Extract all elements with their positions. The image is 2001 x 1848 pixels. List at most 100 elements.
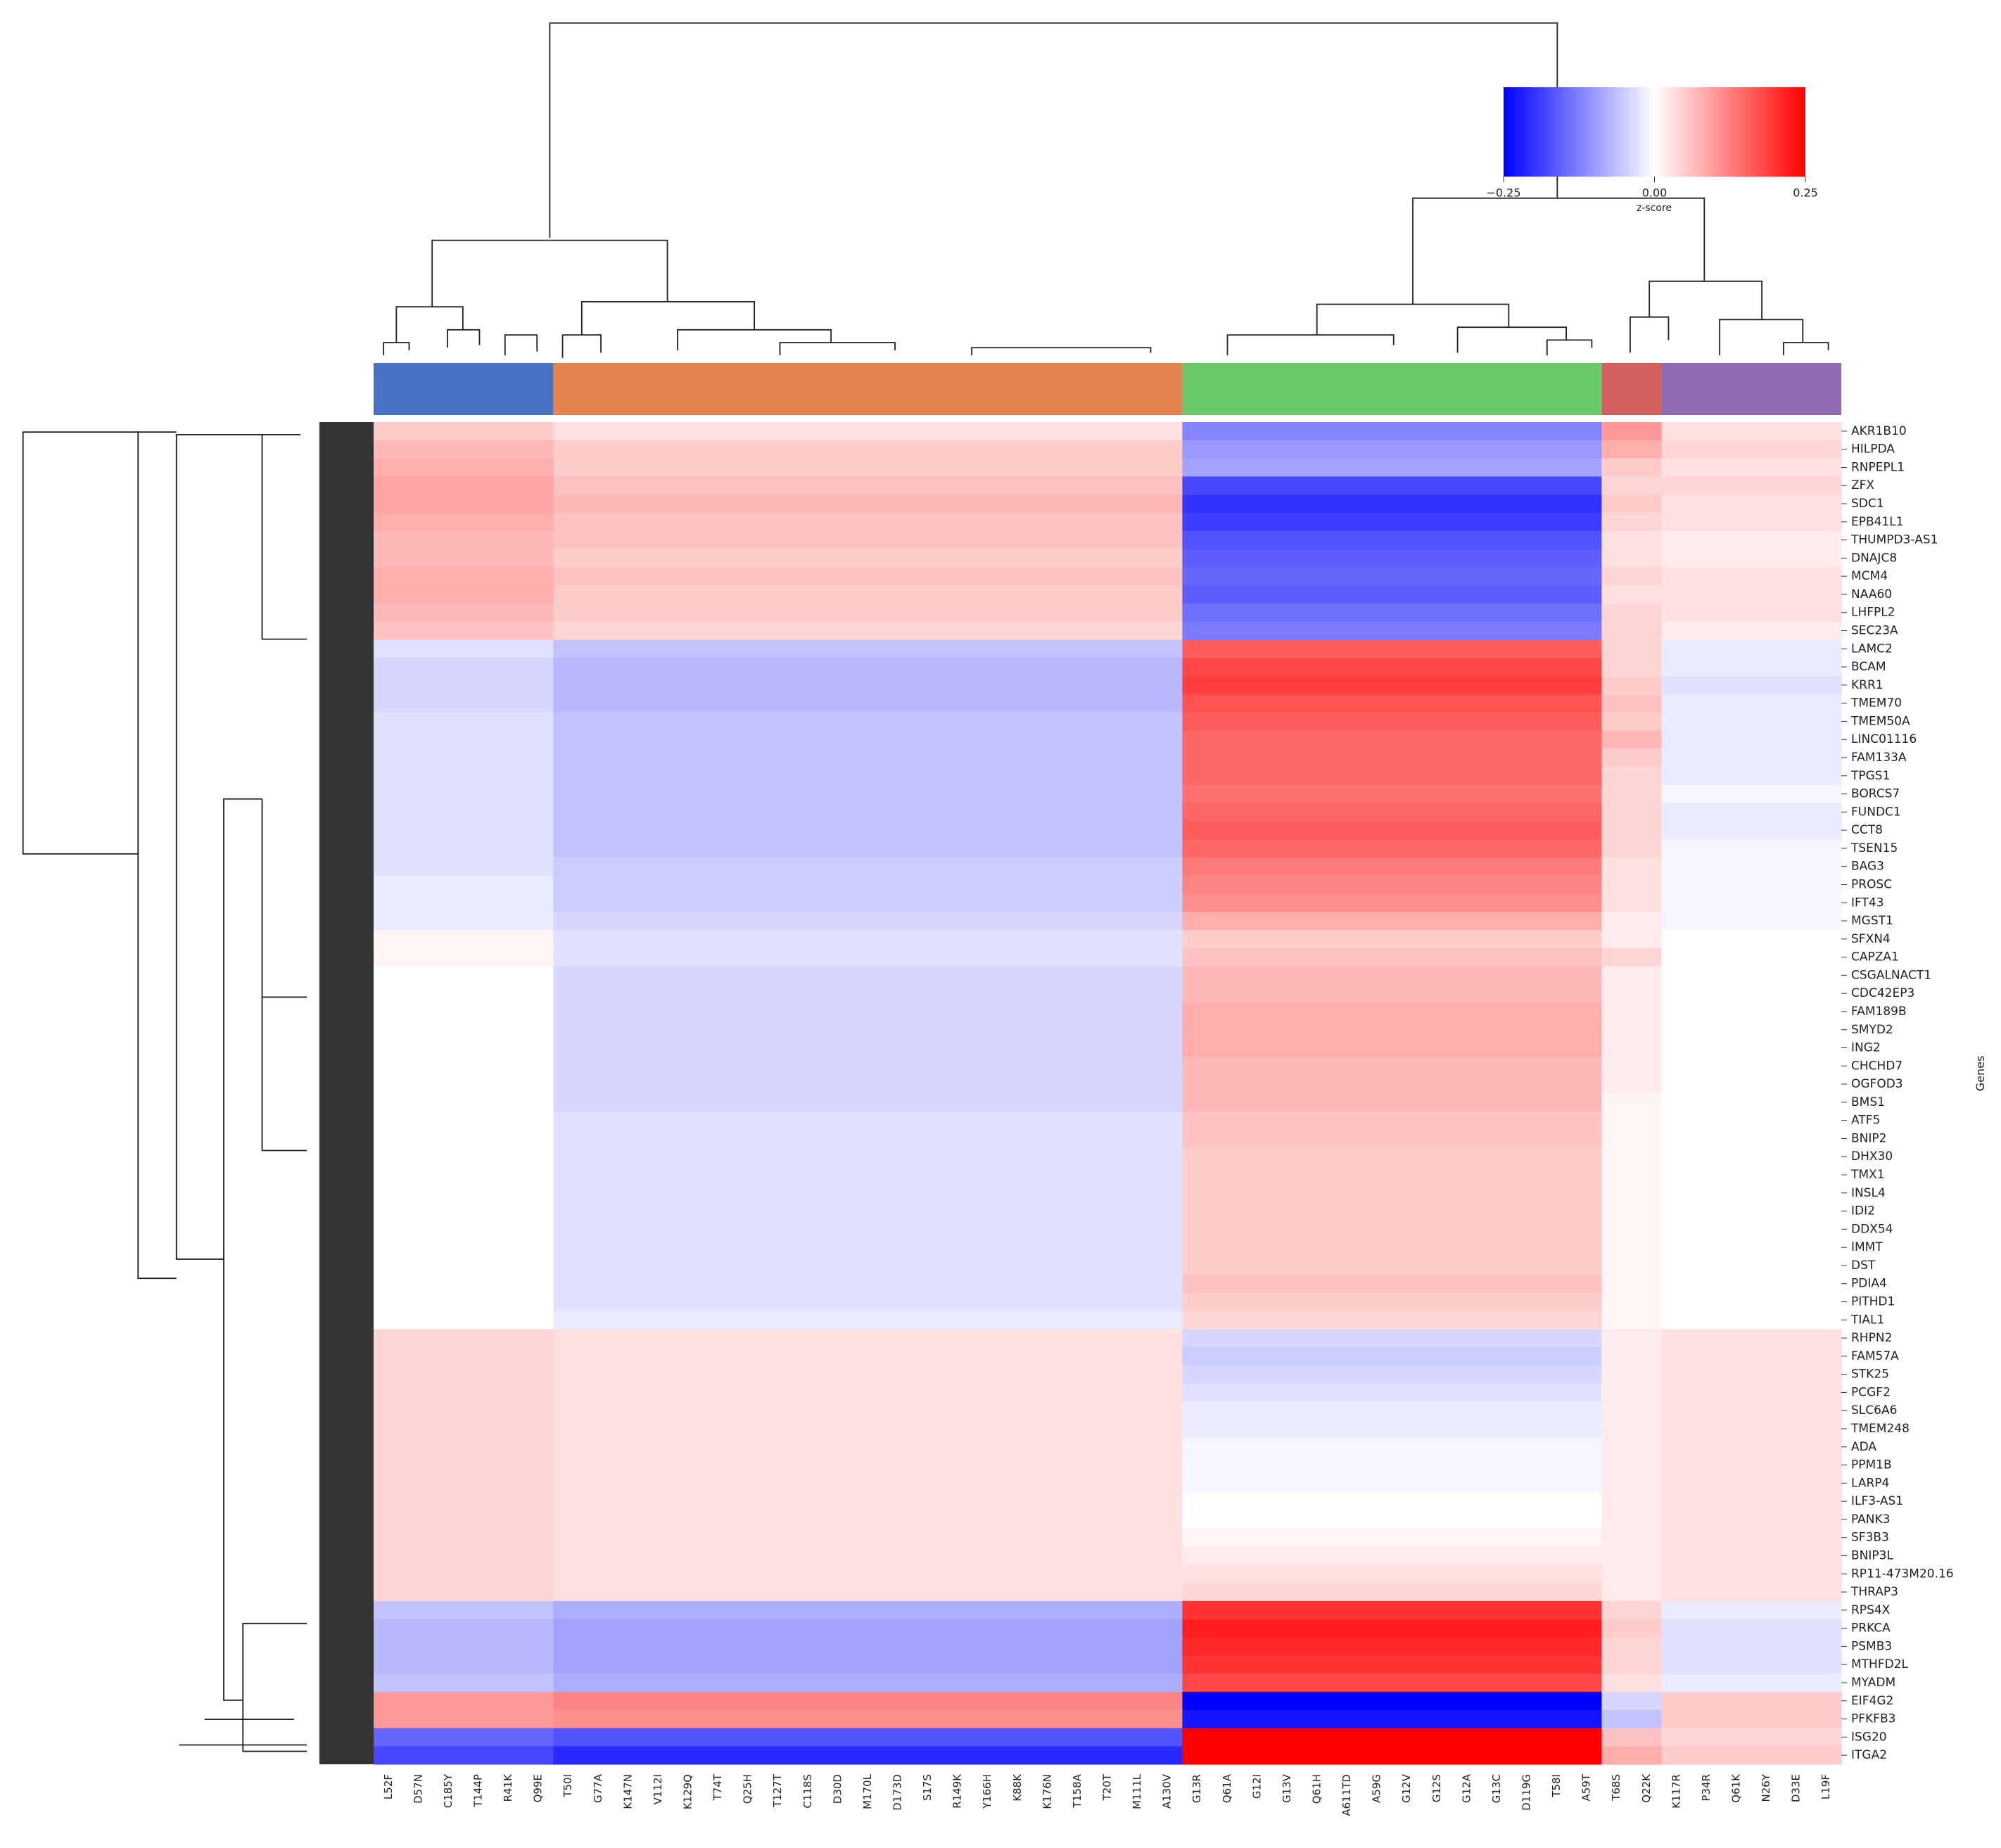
y-tick-label: PITHD1 bbox=[1851, 1295, 1895, 1309]
heat-cell bbox=[1661, 1674, 1842, 1693]
heat-cell bbox=[1182, 549, 1602, 568]
heat-cell bbox=[1182, 567, 1602, 586]
heat-cell bbox=[553, 1709, 1183, 1728]
heat-cell bbox=[1601, 784, 1663, 803]
x-tick-label: T68S bbox=[1610, 1774, 1622, 1802]
heat-cell bbox=[1182, 1057, 1602, 1076]
heat-cell bbox=[1182, 458, 1602, 477]
heat-cell bbox=[1601, 1238, 1663, 1257]
heat-cell bbox=[1182, 512, 1602, 532]
heat-cell bbox=[1661, 1365, 1842, 1384]
heat-cell bbox=[553, 1674, 1183, 1693]
x-tick-label: G13V bbox=[1281, 1773, 1293, 1803]
heat-cell bbox=[1182, 1655, 1602, 1674]
heat-cell bbox=[1182, 1166, 1602, 1185]
x-tick-label: K176N bbox=[1041, 1774, 1053, 1809]
y-tick-label: DDX54 bbox=[1851, 1222, 1893, 1236]
heat-cell bbox=[553, 712, 1183, 731]
heat-cell bbox=[374, 1220, 554, 1239]
x-tick-label: T127T bbox=[771, 1773, 784, 1808]
heat-cell bbox=[1661, 1455, 1842, 1474]
heat-cell bbox=[1661, 1474, 1842, 1493]
heat-cell bbox=[553, 639, 1183, 658]
heat-cell bbox=[1182, 1600, 1602, 1620]
y-tick-label: BNIP3L bbox=[1851, 1548, 1893, 1562]
heat-cell bbox=[1182, 1238, 1602, 1257]
heat-cell bbox=[553, 567, 1183, 586]
x-tick-label: S17S bbox=[921, 1774, 934, 1801]
heat-cell bbox=[553, 1565, 1183, 1583]
heat-cell bbox=[374, 1038, 554, 1057]
heat-cell bbox=[1601, 1637, 1663, 1656]
heat-cell bbox=[374, 1709, 554, 1728]
heat-cell bbox=[553, 1437, 1183, 1457]
heat-cell bbox=[1182, 712, 1602, 731]
heat-cell bbox=[1661, 549, 1842, 568]
heat-cell bbox=[1661, 966, 1842, 985]
heat-cell bbox=[374, 857, 554, 877]
heat-cell bbox=[1182, 748, 1602, 767]
heat-cell bbox=[1182, 948, 1602, 967]
y-tick-label: TMEM248 bbox=[1850, 1422, 1910, 1436]
x-tick-label: Q25H bbox=[742, 1774, 754, 1804]
heat-cell bbox=[553, 1383, 1183, 1402]
heat-cell bbox=[1182, 1329, 1602, 1348]
y-tick-label: PANK3 bbox=[1851, 1512, 1890, 1527]
y-tick-label: CHCHD7 bbox=[1851, 1059, 1902, 1073]
heat-cell bbox=[1601, 893, 1663, 912]
heat-cell bbox=[1182, 966, 1602, 985]
heat-cell bbox=[374, 1202, 554, 1221]
y-tick-label: LHFPL2 bbox=[1851, 606, 1895, 620]
heat-cell bbox=[553, 1020, 1183, 1040]
heat-cell bbox=[1661, 1057, 1842, 1076]
heat-cell bbox=[1661, 495, 1842, 514]
heat-cell bbox=[374, 1329, 554, 1348]
heat-cell bbox=[553, 893, 1183, 912]
heat-cell bbox=[374, 495, 554, 514]
x-tick-label: C185Y bbox=[442, 1773, 455, 1808]
y-tick-label: NAA60 bbox=[1851, 587, 1892, 601]
x-tick-label: T74T bbox=[711, 1773, 724, 1801]
heat-cell bbox=[553, 839, 1183, 858]
heat-cell bbox=[1601, 1401, 1663, 1420]
heat-cell bbox=[1601, 1674, 1663, 1693]
heat-cell bbox=[1601, 1437, 1663, 1457]
heat-cell bbox=[374, 530, 554, 549]
heat-cell bbox=[1182, 1709, 1602, 1728]
heat-cell bbox=[1661, 1111, 1842, 1130]
heat-cell bbox=[553, 1365, 1183, 1384]
heat-cell bbox=[1182, 1401, 1602, 1420]
heat-cell bbox=[553, 748, 1183, 767]
heat-cell bbox=[1601, 1346, 1663, 1366]
x-tick-label: P34R bbox=[1700, 1774, 1713, 1802]
heat-cell bbox=[374, 1183, 554, 1203]
heat-cell bbox=[1601, 1129, 1663, 1148]
heat-cell bbox=[1182, 1183, 1602, 1203]
heat-cell bbox=[1601, 422, 1663, 441]
y-tick-label: ZFX bbox=[1851, 478, 1874, 492]
heat-cell bbox=[1661, 803, 1842, 822]
heat-cell bbox=[1661, 766, 1842, 786]
heat-cell bbox=[1182, 1383, 1602, 1402]
heat-cell bbox=[553, 1492, 1183, 1511]
heat-cell bbox=[1601, 1583, 1663, 1602]
heat-cell bbox=[1601, 512, 1663, 532]
heat-cell bbox=[1661, 1655, 1842, 1674]
heat-cell bbox=[1182, 929, 1602, 949]
row-dendrogram bbox=[22, 431, 307, 1752]
heat-cell bbox=[1601, 966, 1663, 985]
x-tick-label: A59T bbox=[1580, 1773, 1593, 1801]
heat-cell bbox=[374, 512, 554, 532]
heat-cell bbox=[1182, 1510, 1602, 1529]
colorbar-tick-label: 0.00 bbox=[1642, 186, 1668, 200]
heat-cell bbox=[1601, 1166, 1663, 1185]
heat-cell bbox=[553, 1238, 1183, 1257]
heat-cell bbox=[1661, 1220, 1842, 1239]
heat-cell bbox=[374, 1528, 554, 1548]
heat-cell bbox=[553, 1274, 1183, 1294]
heat-cell bbox=[1182, 1674, 1602, 1693]
heat-cell bbox=[553, 1455, 1183, 1474]
y-tick-label: BMS1 bbox=[1851, 1095, 1885, 1109]
heat-cell bbox=[1661, 1147, 1842, 1166]
heat-cell bbox=[1661, 639, 1842, 658]
